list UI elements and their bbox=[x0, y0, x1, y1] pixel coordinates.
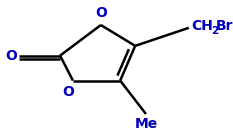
Text: 2: 2 bbox=[211, 26, 219, 36]
Text: O: O bbox=[95, 6, 107, 20]
Text: O: O bbox=[5, 49, 17, 63]
Text: Me: Me bbox=[134, 117, 158, 131]
Text: CH: CH bbox=[191, 19, 213, 33]
Text: O: O bbox=[63, 85, 75, 99]
Text: Br: Br bbox=[216, 19, 233, 33]
